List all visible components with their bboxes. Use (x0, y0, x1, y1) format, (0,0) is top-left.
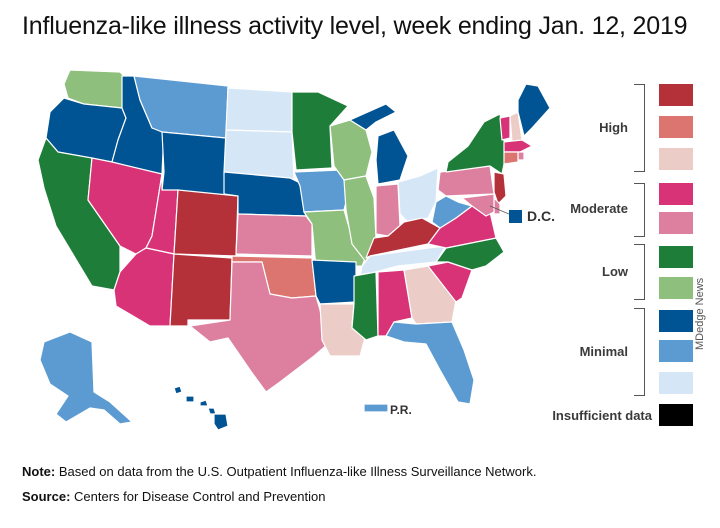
state-HI-3 (199, 399, 209, 407)
state-ME (517, 83, 551, 137)
legend-bracket-moderate (634, 183, 645, 237)
legend-swatch-min-3 (659, 310, 693, 332)
state-FL (385, 321, 475, 405)
legend-label-minimal: Minimal (579, 344, 628, 359)
state-MD (461, 193, 495, 217)
state-MI-lower (375, 129, 409, 185)
state-HI-4 (207, 407, 217, 415)
state-TX (189, 261, 329, 393)
legend-swatch-mod-2 (659, 183, 693, 205)
legend-swatch-low-2 (659, 246, 693, 268)
state-NJ (493, 171, 507, 205)
state-MN (291, 91, 349, 171)
legend-label-insufficient: Insufficient data (552, 408, 652, 423)
state-DC (509, 210, 522, 223)
footer-source: Source: Centers for Disease Control and … (22, 489, 325, 504)
legend-label-high: High (599, 120, 628, 135)
state-WY (161, 131, 227, 197)
dc-leader (489, 205, 510, 215)
state-WV (431, 195, 473, 229)
map-title: Influenza-like illness activity level, w… (22, 12, 688, 40)
state-AR (311, 259, 357, 305)
state-NY (445, 113, 507, 175)
legend-label-moderate: Moderate (570, 201, 628, 216)
footer-note: Note: Based on data from the U.S. Outpat… (22, 464, 536, 479)
legend-swatch-insufficient (659, 404, 693, 426)
state-MS (351, 271, 379, 341)
state-VT (499, 115, 511, 141)
state-NM (169, 253, 233, 327)
state-RI (517, 151, 525, 161)
credit-label: MDedge News (694, 277, 706, 350)
legend-swatch-high-3 (659, 84, 693, 106)
legend-bracket-high (634, 84, 645, 172)
note-label: Note: (22, 464, 56, 479)
state-PR (363, 403, 389, 413)
legend-swatch-high-1 (659, 148, 693, 170)
dc-label: D.C. (527, 208, 555, 224)
state-AK (39, 331, 133, 425)
state-MI (349, 103, 397, 131)
legend-bracket-minimal (634, 308, 645, 396)
state-OH (397, 167, 439, 223)
pr-label: P.R. (390, 403, 412, 417)
source-label: Source: (22, 489, 71, 504)
note-text: Based on data from the U.S. Outpatient I… (55, 464, 537, 479)
legend-swatch-min-1 (659, 372, 693, 394)
legend-label-low: Low (602, 264, 628, 279)
state-HI-5 (213, 413, 229, 431)
state-KY (365, 217, 441, 259)
legend-swatch-high-2 (659, 116, 693, 138)
state-HI-1 (173, 385, 183, 395)
state-SC (427, 261, 473, 303)
source-text: Centers for Disease Control and Preventi… (70, 489, 326, 504)
state-KS (235, 213, 313, 257)
state-MA (503, 139, 533, 153)
legend-bracket-low (634, 244, 645, 300)
state-ND (225, 87, 293, 133)
state-HI-2 (185, 395, 195, 403)
legend-swatch-low-1 (659, 277, 693, 299)
state-AZ (113, 247, 175, 327)
legend-swatch-mod-1 (659, 212, 693, 234)
legend-swatch-min-2 (659, 340, 693, 362)
state-CO (173, 189, 239, 257)
state-CT (503, 151, 519, 165)
